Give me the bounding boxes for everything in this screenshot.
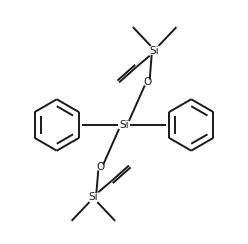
Text: Si: Si [150,46,159,56]
Text: Si: Si [89,192,98,202]
Text: O: O [96,163,104,173]
Text: O: O [144,77,152,87]
Text: Si: Si [119,120,129,130]
